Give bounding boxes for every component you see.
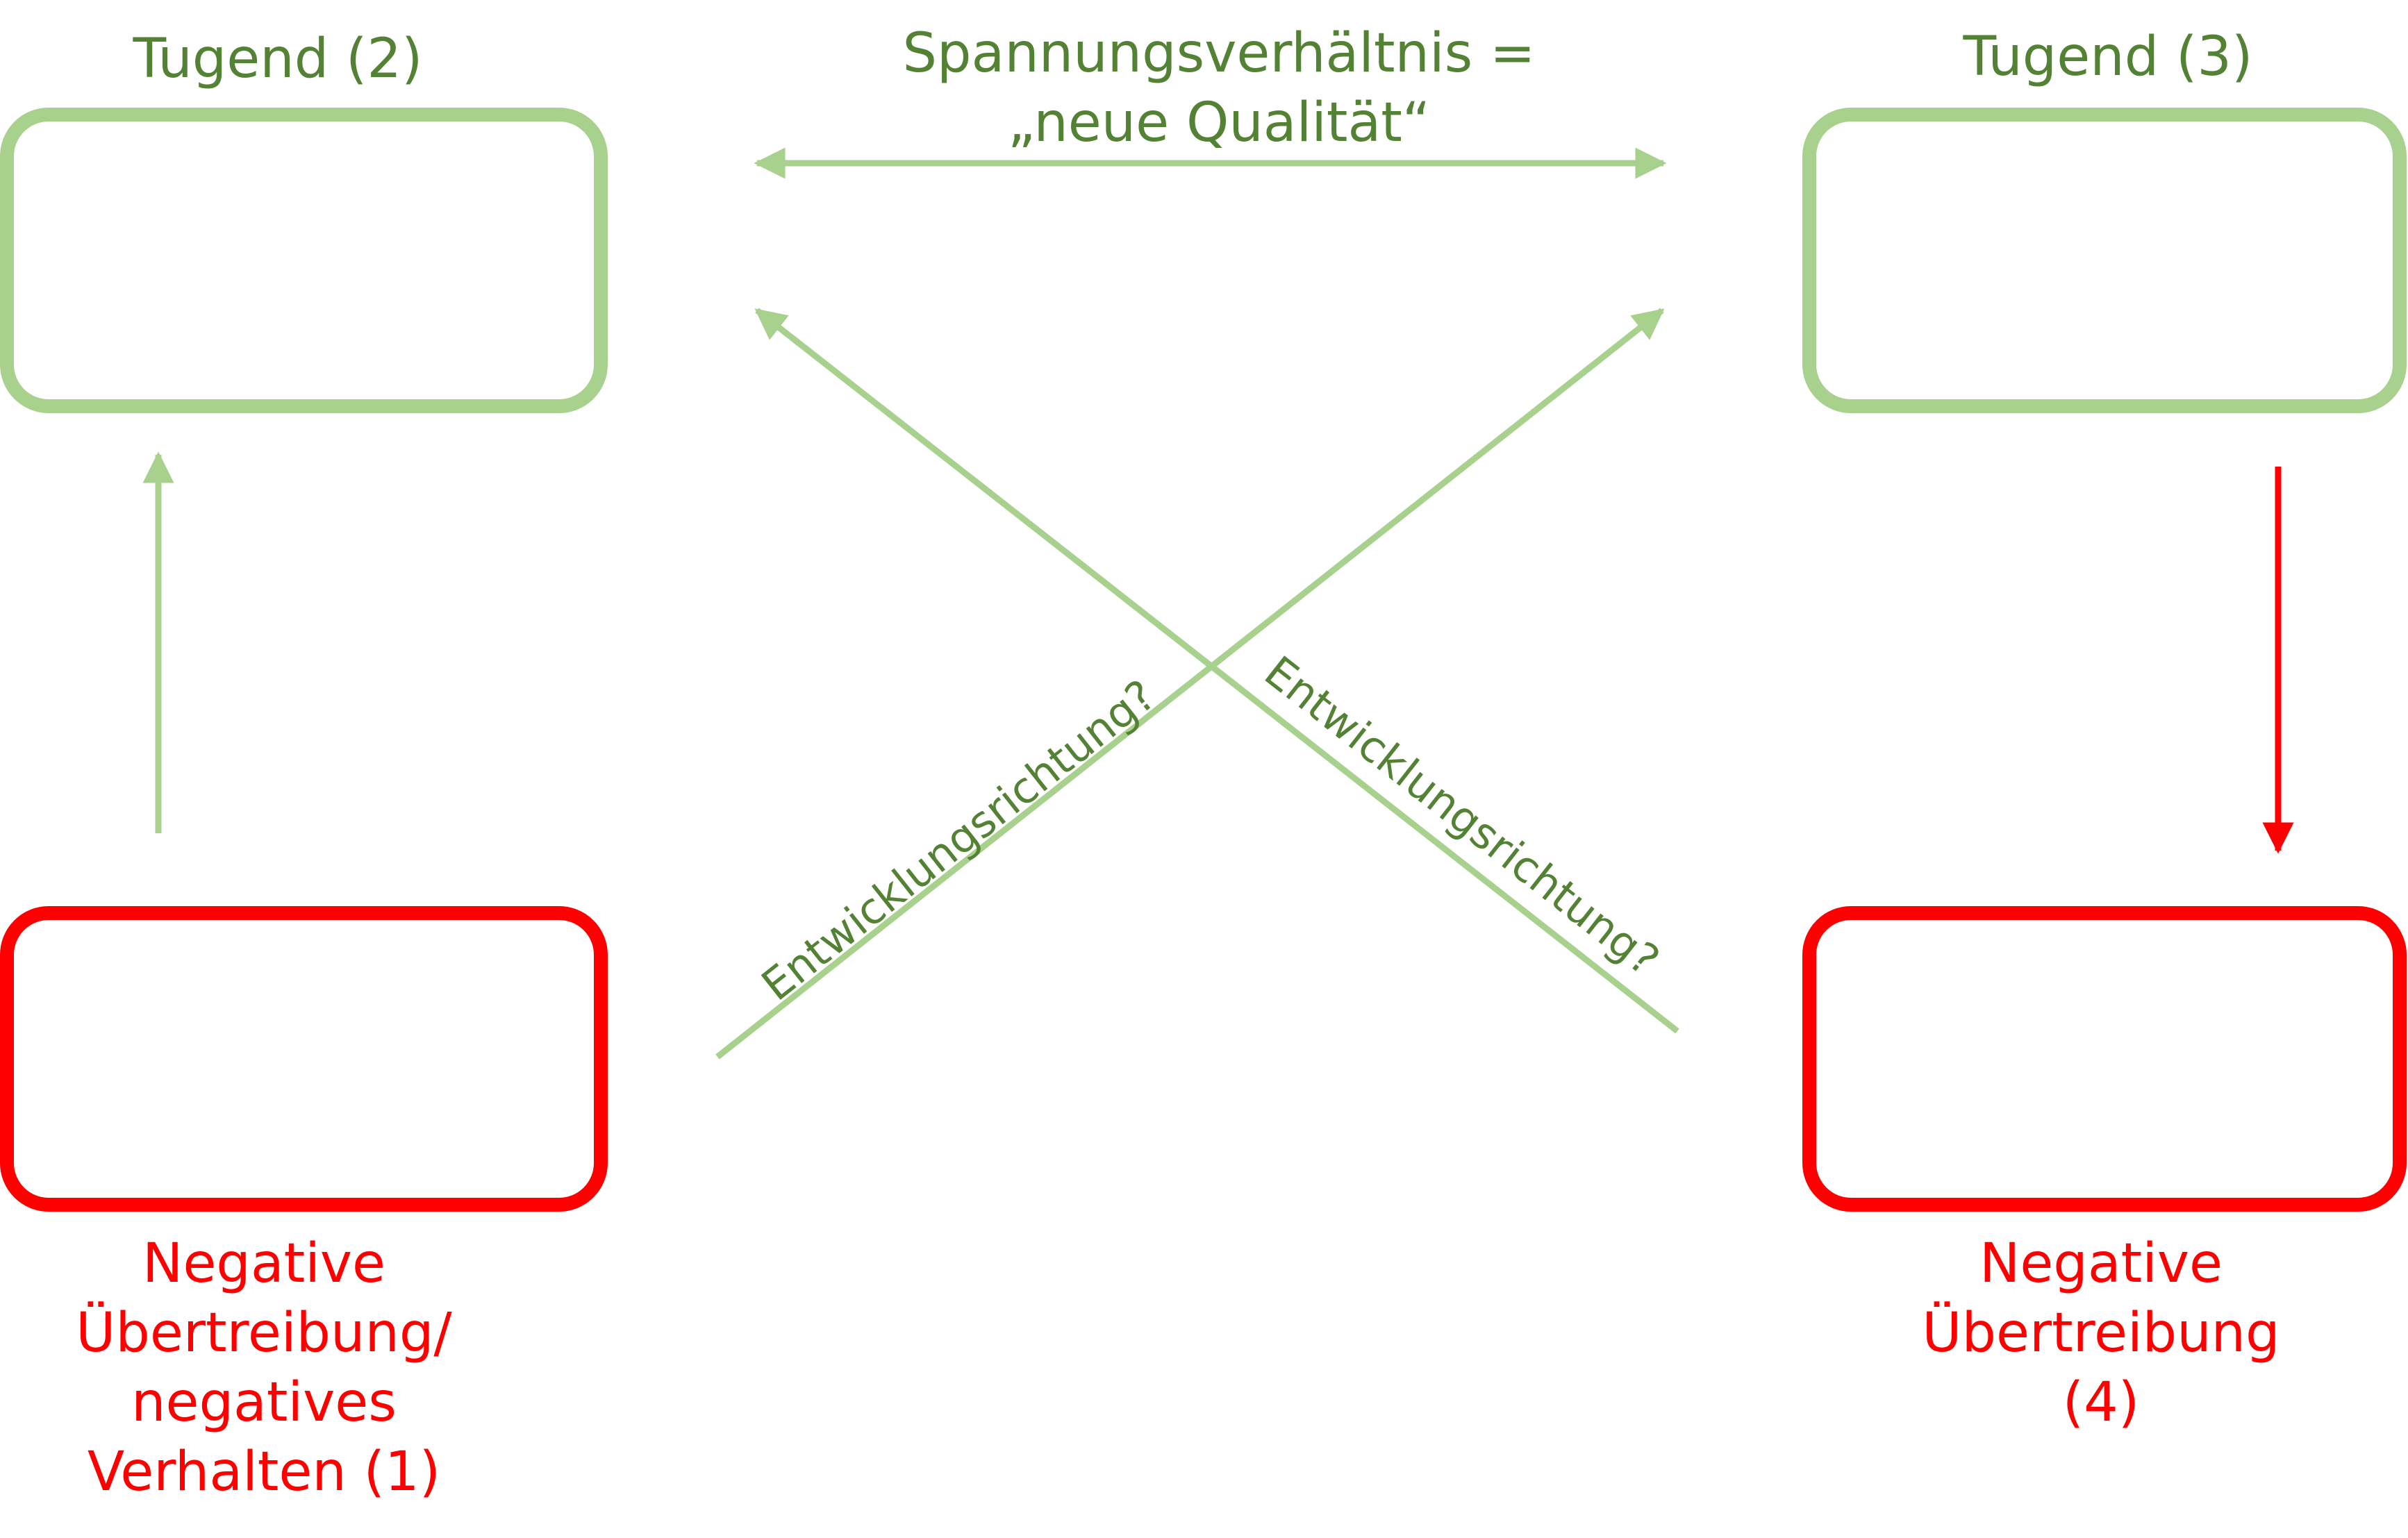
virtue-3-label: Tugend (3) (1963, 26, 2253, 88)
virtue-2-box (0, 108, 608, 413)
negative-1-label-line2: Übertreibung/ (76, 1302, 452, 1364)
negative-4-label-line1: Negative (1979, 1232, 2223, 1295)
cross-arrow-1-to-3 (715, 308, 1665, 1060)
tension-label-line1: Spannungsverhältnis = (902, 22, 1536, 85)
negative-1-box (0, 906, 608, 1212)
virtue-3-box (1802, 108, 2407, 413)
cross-arrow-4-to-2 (754, 308, 1679, 1034)
negative-1-label-line1: Negative (142, 1232, 386, 1295)
tension-label-line2: „neue Qualität“ (1007, 92, 1431, 154)
negative-4-label-line2: Übertreibung (1922, 1302, 2280, 1364)
virtue-2-label: Tugend (2) (133, 28, 423, 90)
negative-4-label-line3: (4) (2062, 1371, 2140, 1434)
negative-1-label-line4: Verhalten (1) (87, 1441, 441, 1503)
negative-4-box (1802, 906, 2407, 1212)
negative-1-label-line3: negatives (131, 1371, 397, 1434)
